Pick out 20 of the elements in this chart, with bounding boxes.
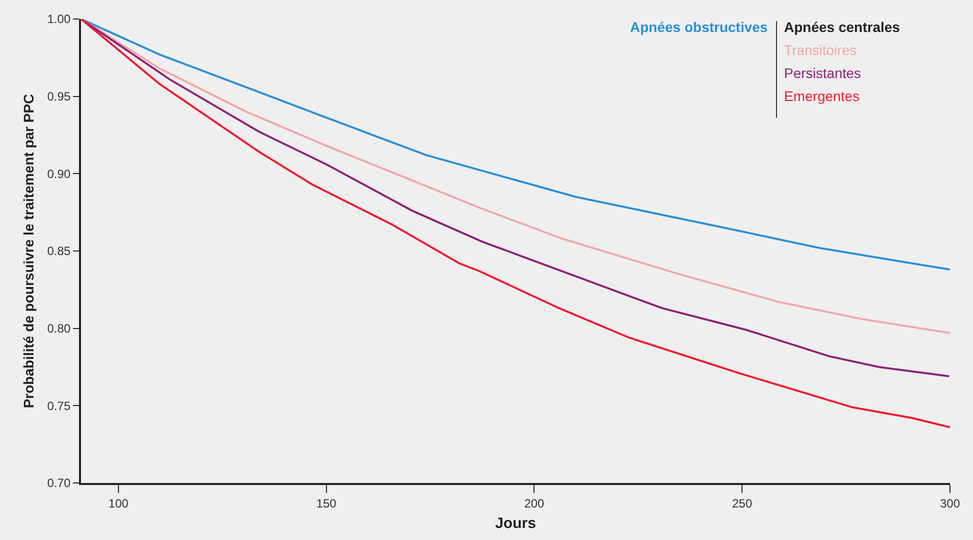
x-axis-title: Jours [495, 514, 536, 532]
text: Transitoires [784, 42, 857, 58]
x-tick-label: 100 [108, 496, 129, 510]
x-tick-label: 150 [316, 496, 337, 510]
y-tick-label: 1.00 [47, 12, 71, 26]
text: Emergentes [784, 88, 860, 104]
y-tick-label: 0.70 [47, 476, 71, 490]
x-tick-label: 300 [940, 496, 960, 510]
legend-title: Apnées centrales [784, 19, 900, 35]
y-tick-label: 0.90 [47, 166, 71, 181]
y-tick-label: 0.95 [47, 90, 71, 104]
text: Apnées obstructives [630, 19, 768, 35]
line-series [81, 19, 950, 271]
y-tick-label: 0.75 [47, 398, 71, 413]
text: Persistantes [784, 65, 862, 81]
y-tick-label: 0.80 [47, 322, 71, 336]
x-tick-label: 250 [732, 496, 752, 510]
y-tick-label: 0.85 [47, 244, 71, 258]
y-axis-title: Probabilité de poursuivre le traitement par PPC [20, 94, 36, 408]
x-tick-label: 200 [524, 496, 545, 510]
